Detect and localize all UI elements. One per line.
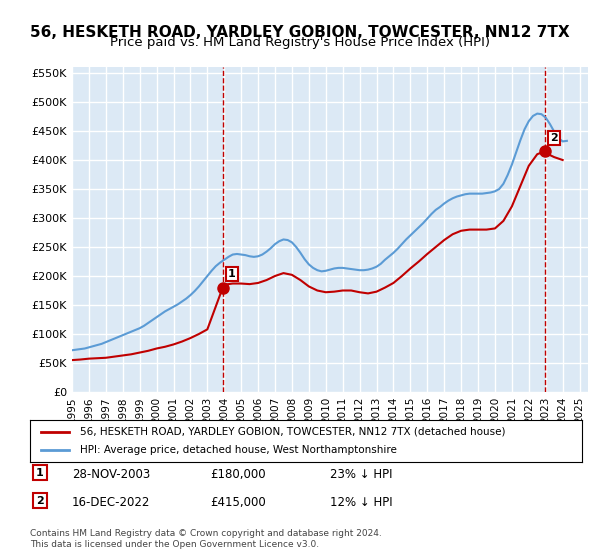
Text: HPI: Average price, detached house, West Northamptonshire: HPI: Average price, detached house, West… [80,445,397,455]
Text: £415,000: £415,000 [210,496,266,508]
Text: 28-NOV-2003: 28-NOV-2003 [72,468,150,480]
Text: 12% ↓ HPI: 12% ↓ HPI [330,496,392,508]
Text: 1: 1 [36,468,44,478]
Text: 2: 2 [550,133,558,143]
Text: £180,000: £180,000 [210,468,266,480]
Text: 56, HESKETH ROAD, YARDLEY GOBION, TOWCESTER, NN12 7TX (detached house): 56, HESKETH ROAD, YARDLEY GOBION, TOWCES… [80,427,505,437]
Text: 23% ↓ HPI: 23% ↓ HPI [330,468,392,480]
Text: 2: 2 [36,496,44,506]
Text: 16-DEC-2022: 16-DEC-2022 [72,496,151,508]
Text: 1: 1 [228,269,236,279]
Text: Price paid vs. HM Land Registry's House Price Index (HPI): Price paid vs. HM Land Registry's House … [110,36,490,49]
Text: Contains HM Land Registry data © Crown copyright and database right 2024.
This d: Contains HM Land Registry data © Crown c… [30,529,382,549]
Text: 56, HESKETH ROAD, YARDLEY GOBION, TOWCESTER, NN12 7TX: 56, HESKETH ROAD, YARDLEY GOBION, TOWCES… [30,25,570,40]
